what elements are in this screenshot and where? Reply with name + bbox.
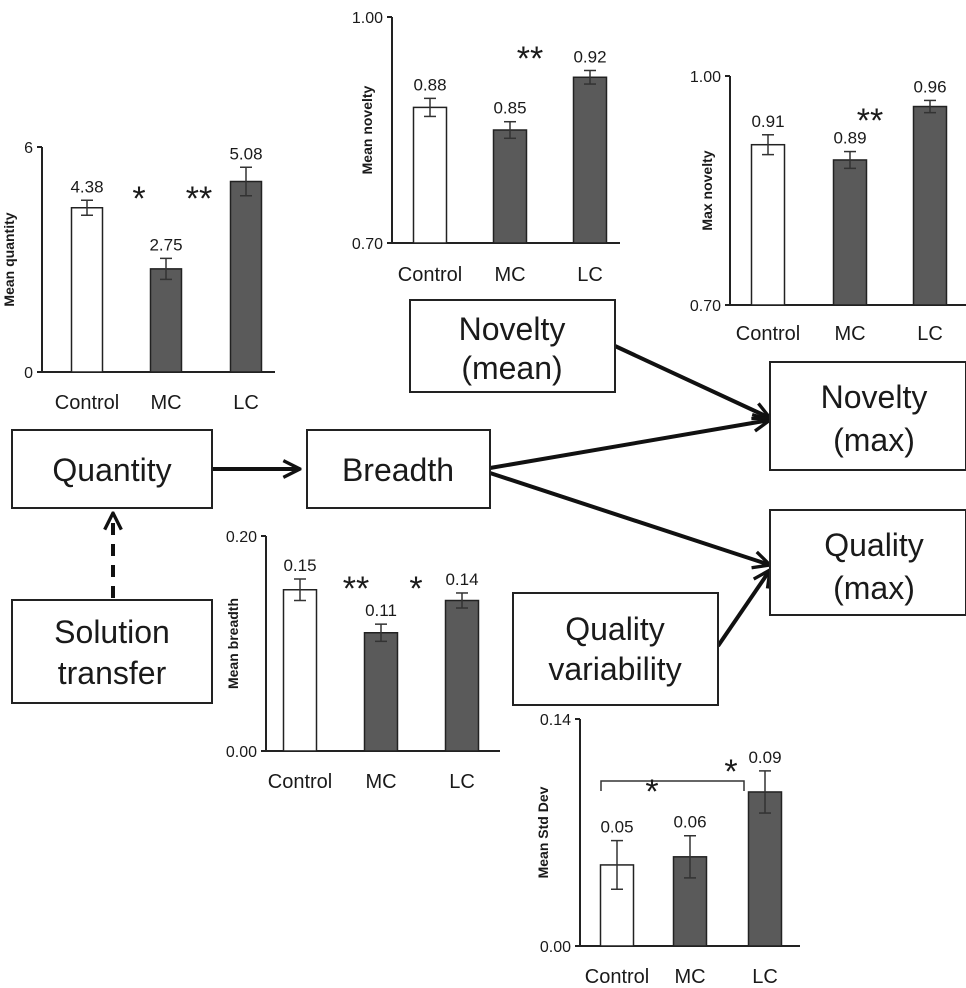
node-novelty-mean-line1: Novelty xyxy=(459,311,566,347)
bar xyxy=(832,159,868,306)
node-novelty-max-line1: Novelty xyxy=(821,379,928,415)
bar xyxy=(363,632,399,752)
y-tick-label: 1.00 xyxy=(690,69,721,86)
bar xyxy=(412,106,448,244)
node-quality-max: Quality (max) xyxy=(769,509,966,616)
bar xyxy=(70,207,104,373)
chart-mean-breadth: 0.00 0.20 Mean breadth 0.15 Control 0.11 MC 0.1… xyxy=(225,529,500,793)
node-quantity: Quantity xyxy=(11,429,213,509)
y-axis-label: Mean quantity xyxy=(1,212,17,306)
category-label: Control xyxy=(585,966,649,988)
node-novelty-mean: Novelty (mean) xyxy=(409,299,616,393)
significance-marker: * xyxy=(409,570,422,608)
y-tick-label: 0.14 xyxy=(540,712,571,729)
value-label: 0.85 xyxy=(493,99,526,118)
node-solution-transfer-line1: Solution xyxy=(54,614,170,650)
node-quality-max-line1: Quality xyxy=(824,527,924,563)
value-label: 0.05 xyxy=(600,818,633,837)
node-quality-max-line2: (max) xyxy=(833,570,915,606)
value-label: 0.91 xyxy=(751,112,784,131)
edge-breadth-quality-max xyxy=(489,471,770,565)
category-label: LC xyxy=(233,392,259,414)
y-axis-label: Mean Std Dev xyxy=(535,786,551,878)
bar xyxy=(747,791,783,947)
value-label: 4.38 xyxy=(70,177,103,196)
chart-max-novelty: 0.70 1.00 Max novelty 0.91 Control 0.89 MC 0.96… xyxy=(690,69,966,345)
y-tick-label: 0.20 xyxy=(226,529,257,546)
significance-marker: ** xyxy=(343,570,369,608)
node-breadth: Breadth xyxy=(306,429,491,509)
category-label: Control xyxy=(55,392,119,414)
y-axis-label: Mean breadth xyxy=(225,598,241,689)
category-label: LC xyxy=(752,966,778,988)
category-label: MC xyxy=(365,771,396,793)
y-tick-label: 0.00 xyxy=(540,939,571,956)
significance-marker: ** xyxy=(517,40,543,78)
value-label: 5.08 xyxy=(229,144,262,163)
node-solution-transfer-line2: transfer xyxy=(58,655,167,691)
bar xyxy=(750,143,786,306)
bar xyxy=(149,268,183,373)
node-quality-variability: Quality variability xyxy=(512,592,719,706)
y-tick-label: 1.00 xyxy=(352,10,383,27)
significance-marker: ** xyxy=(857,102,883,140)
value-label: 0.14 xyxy=(445,570,478,589)
category-label: LC xyxy=(449,771,475,793)
node-novelty-max-line2: (max) xyxy=(833,422,915,458)
category-label: MC xyxy=(674,966,705,988)
bar xyxy=(229,180,263,373)
value-label: 0.88 xyxy=(413,75,446,94)
y-axis-label: Max novelty xyxy=(699,150,715,230)
category-label: MC xyxy=(834,323,865,345)
category-label: MC xyxy=(150,392,181,414)
bar xyxy=(572,76,608,244)
y-tick-label: 0.00 xyxy=(226,744,257,761)
y-tick-label: 0 xyxy=(24,365,33,382)
value-label: 0.96 xyxy=(913,77,946,96)
category-label: Control xyxy=(398,264,462,286)
node-breadth-label: Breadth xyxy=(342,452,454,488)
significance-marker: * xyxy=(645,773,658,811)
y-tick-label: 0.70 xyxy=(352,236,383,253)
value-label: 0.06 xyxy=(673,813,706,832)
node-novelty-max: Novelty (max) xyxy=(769,361,966,471)
value-label: 0.89 xyxy=(833,129,866,148)
y-tick-label: 0.70 xyxy=(690,298,721,315)
node-quantity-label: Quantity xyxy=(52,452,171,488)
value-label: 0.92 xyxy=(573,47,606,66)
edge-breadth-novelty-max xyxy=(489,420,770,470)
category-label: LC xyxy=(577,264,603,286)
significance-marker: * xyxy=(132,180,145,218)
value-label: 2.75 xyxy=(149,235,182,254)
value-label: 0.15 xyxy=(283,556,316,575)
category-label: LC xyxy=(917,323,943,345)
y-axis-label: Mean novelty xyxy=(359,85,375,174)
bar xyxy=(912,105,948,306)
node-novelty-mean-line2: (mean) xyxy=(461,350,562,386)
value-label: 0.11 xyxy=(365,601,397,620)
y-tick-label: 6 xyxy=(24,140,33,157)
node-quality-variability-line2: variability xyxy=(548,651,681,687)
category-label: Control xyxy=(736,323,800,345)
chart-mean-novelty: 0.70 1.00 Mean novelty 0.88 Control 0.85 MC 0.9… xyxy=(352,10,620,286)
node-solution-transfer: Solution transfer xyxy=(11,599,213,704)
category-label: Control xyxy=(268,771,332,793)
value-label: 0.09 xyxy=(748,748,781,767)
category-label: MC xyxy=(494,264,525,286)
edge-quality-variability-quality-max xyxy=(716,570,770,648)
significance-marker: ** xyxy=(186,180,212,218)
bar xyxy=(492,129,528,244)
edge-novelty-mean-novelty-max xyxy=(614,344,770,418)
bar xyxy=(444,599,480,752)
node-quality-variability-line1: Quality xyxy=(565,611,665,647)
significance-marker: * xyxy=(724,753,737,791)
significance-bracket xyxy=(600,780,745,791)
chart-mean-std-dev: 0.00 0.14 Mean Std Dev 0.05 Control 0.06 MC 0.0… xyxy=(535,712,800,988)
bar xyxy=(282,589,318,752)
